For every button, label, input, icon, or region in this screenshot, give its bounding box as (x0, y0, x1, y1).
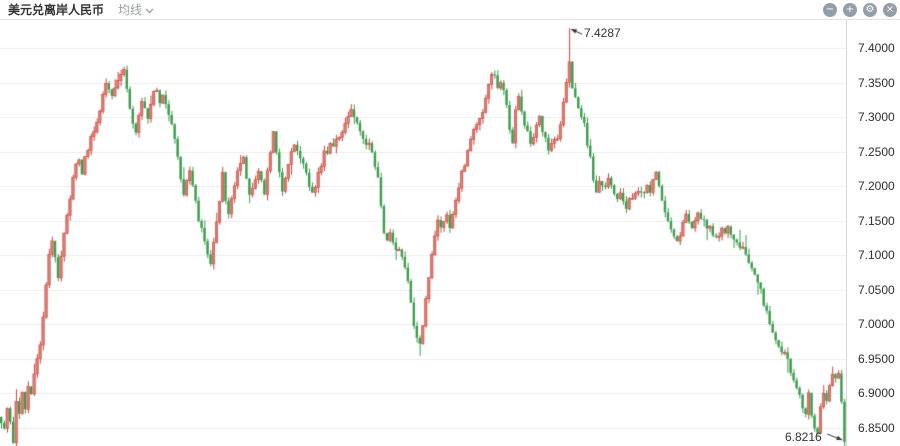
chart-header: 美元兑离岸人民币 均线 − + ⚙ × (0, 0, 900, 20)
moving-average-label: 均线 (118, 3, 143, 17)
y-axis-label: 7.2500 (858, 144, 895, 159)
low-price-annotation: 6.8216 (785, 430, 822, 444)
y-axis-label: 6.9500 (858, 351, 895, 366)
y-axis-border (846, 20, 847, 446)
y-axis-label: 6.8500 (858, 420, 895, 435)
y-axis-label: 7.1500 (858, 213, 895, 228)
moving-average-dropdown[interactable]: 均线 (118, 1, 154, 19)
y-axis-label: 6.9000 (858, 386, 895, 401)
y-axis-label: 7.3500 (858, 75, 895, 90)
close-icon[interactable]: × (883, 2, 897, 17)
zoom-out-icon[interactable]: − (823, 2, 837, 17)
candlestick-canvas[interactable] (0, 20, 846, 446)
y-axis-label: 7.3000 (858, 110, 895, 125)
y-axis-label: 7.4000 (858, 41, 895, 55)
chart-toolbar: − + ⚙ × (823, 2, 897, 17)
y-axis-label: 7.1000 (858, 248, 895, 263)
chevron-down-icon (145, 1, 154, 19)
y-axis-label: 7.0000 (858, 317, 895, 332)
y-axis-label: 7.0500 (858, 282, 895, 297)
chart-area: 7.4000 7.3500 7.3000 7.2500 7.2000 7.150… (0, 20, 900, 446)
page-title: 美元兑离岸人民币 (8, 3, 105, 17)
high-price-annotation: 7.4287 (584, 26, 621, 40)
y-axis-label: 7.2000 (858, 179, 895, 194)
settings-gear-icon[interactable]: ⚙ (863, 2, 877, 17)
zoom-in-icon[interactable]: + (843, 2, 857, 17)
